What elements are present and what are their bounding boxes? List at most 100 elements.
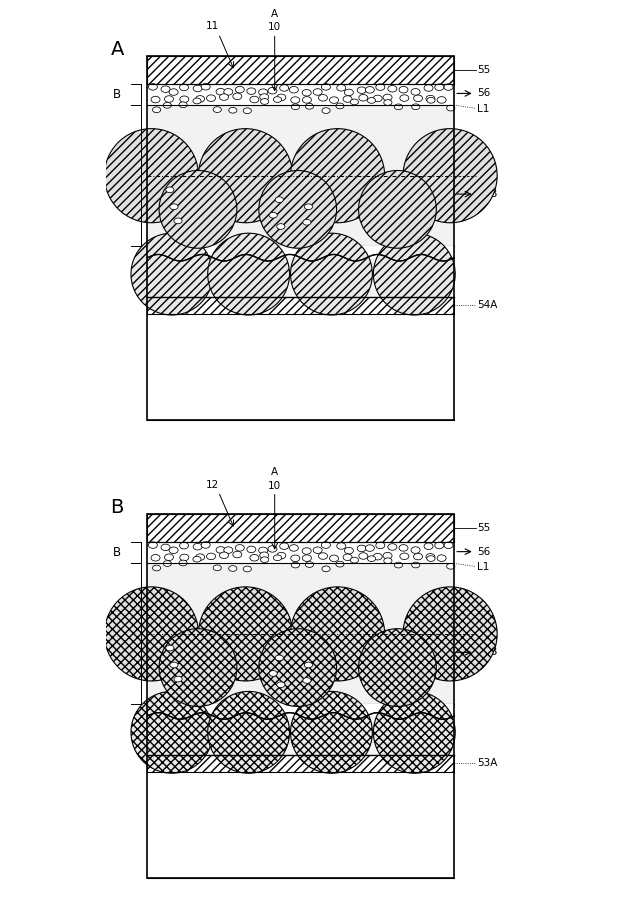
Ellipse shape: [447, 105, 455, 111]
Ellipse shape: [269, 670, 277, 677]
Ellipse shape: [277, 682, 285, 687]
Ellipse shape: [302, 548, 311, 554]
Ellipse shape: [152, 565, 160, 571]
Ellipse shape: [180, 554, 189, 561]
Ellipse shape: [193, 543, 202, 550]
Ellipse shape: [243, 108, 251, 113]
Ellipse shape: [376, 84, 385, 90]
Bar: [147, 247, 454, 257]
Ellipse shape: [179, 102, 187, 108]
Ellipse shape: [290, 97, 300, 103]
Ellipse shape: [201, 541, 210, 548]
Ellipse shape: [291, 104, 300, 110]
Ellipse shape: [304, 662, 312, 667]
Ellipse shape: [289, 545, 299, 551]
Ellipse shape: [195, 554, 205, 561]
Bar: [147, 514, 454, 878]
Ellipse shape: [235, 544, 244, 551]
Ellipse shape: [411, 547, 420, 553]
Ellipse shape: [447, 563, 455, 569]
Ellipse shape: [180, 542, 188, 549]
Text: B: B: [113, 546, 121, 559]
Bar: [147, 56, 454, 84]
Ellipse shape: [400, 553, 409, 560]
Ellipse shape: [280, 85, 289, 91]
Ellipse shape: [163, 561, 172, 566]
Ellipse shape: [207, 553, 216, 560]
Ellipse shape: [193, 85, 202, 91]
Circle shape: [208, 691, 289, 773]
Bar: [147, 105, 454, 247]
Ellipse shape: [426, 553, 435, 560]
Ellipse shape: [384, 558, 392, 563]
Text: 55: 55: [476, 523, 490, 533]
Ellipse shape: [435, 84, 444, 90]
Ellipse shape: [365, 87, 374, 93]
Ellipse shape: [400, 95, 409, 101]
Ellipse shape: [345, 548, 353, 554]
Ellipse shape: [427, 556, 435, 561]
Ellipse shape: [322, 84, 330, 90]
Ellipse shape: [414, 95, 422, 101]
Ellipse shape: [269, 213, 277, 218]
Ellipse shape: [373, 553, 382, 560]
Ellipse shape: [337, 542, 346, 550]
Bar: [147, 514, 454, 542]
Ellipse shape: [180, 84, 188, 90]
Text: 54B: 54B: [476, 189, 497, 199]
Ellipse shape: [164, 96, 174, 102]
Ellipse shape: [336, 561, 344, 567]
Circle shape: [373, 691, 455, 773]
Ellipse shape: [277, 94, 286, 100]
Text: A: A: [271, 467, 278, 477]
Ellipse shape: [149, 84, 157, 90]
Ellipse shape: [220, 552, 228, 559]
Text: 56: 56: [476, 547, 490, 557]
Ellipse shape: [169, 547, 178, 553]
Bar: [147, 84, 454, 105]
Circle shape: [104, 129, 198, 223]
Ellipse shape: [213, 107, 221, 112]
Ellipse shape: [152, 107, 160, 112]
Bar: [147, 716, 454, 755]
Ellipse shape: [399, 545, 408, 551]
Ellipse shape: [368, 98, 376, 103]
Ellipse shape: [260, 552, 269, 559]
Ellipse shape: [195, 96, 205, 102]
Ellipse shape: [261, 99, 269, 104]
Ellipse shape: [170, 204, 178, 210]
Ellipse shape: [304, 204, 312, 210]
Text: 54A: 54A: [476, 300, 497, 310]
Ellipse shape: [318, 552, 328, 560]
Ellipse shape: [229, 566, 237, 572]
Ellipse shape: [384, 100, 392, 105]
Ellipse shape: [170, 662, 178, 667]
Text: L2: L2: [476, 171, 489, 181]
Text: 53A: 53A: [476, 759, 497, 769]
Ellipse shape: [259, 547, 267, 553]
Ellipse shape: [411, 89, 420, 95]
Ellipse shape: [213, 565, 221, 571]
Ellipse shape: [243, 566, 251, 572]
Ellipse shape: [427, 98, 435, 103]
Ellipse shape: [277, 552, 286, 559]
Circle shape: [403, 129, 497, 223]
Circle shape: [290, 587, 384, 681]
Ellipse shape: [163, 102, 172, 108]
Ellipse shape: [201, 83, 210, 90]
Ellipse shape: [164, 554, 174, 561]
Circle shape: [290, 691, 373, 773]
Ellipse shape: [322, 566, 330, 572]
Circle shape: [373, 233, 455, 315]
Ellipse shape: [220, 94, 228, 100]
Text: C: C: [113, 169, 121, 183]
Text: 12: 12: [206, 479, 219, 489]
Circle shape: [131, 233, 213, 315]
Circle shape: [131, 691, 213, 773]
Ellipse shape: [260, 94, 269, 100]
Ellipse shape: [343, 554, 352, 561]
Ellipse shape: [275, 655, 284, 661]
Ellipse shape: [290, 555, 300, 561]
Ellipse shape: [165, 645, 174, 651]
Circle shape: [358, 629, 436, 707]
